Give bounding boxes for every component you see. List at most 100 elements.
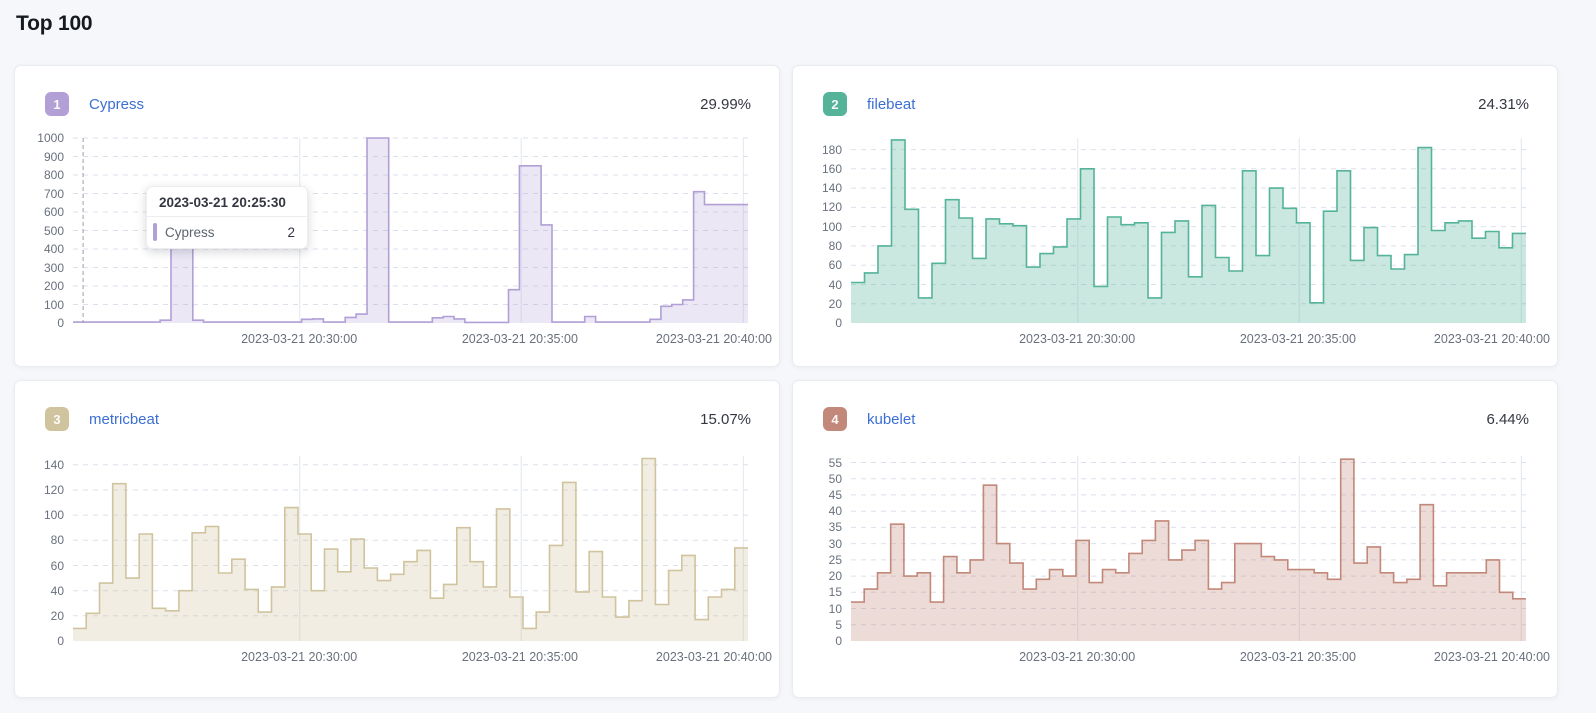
chart-canvas[interactable] bbox=[851, 138, 1526, 323]
y-tick-label: 55 bbox=[828, 455, 842, 470]
panels-grid: 1 Cypress 29.99% 0 100 200 300 400 500 600 700 8… bbox=[14, 65, 1558, 698]
y-tick-label: 900 bbox=[43, 149, 64, 164]
chart-canvas[interactable] bbox=[851, 456, 1526, 641]
doc-percent-value: 6.44% bbox=[1486, 410, 1529, 428]
area-fill bbox=[73, 458, 748, 641]
y-tick-label: 0 bbox=[835, 316, 842, 330]
y-tick-label: 20 bbox=[828, 569, 842, 584]
doc-percent-value: 29.99% bbox=[700, 95, 751, 113]
y-axis: 0 100 200 300 400 500 600 700 800 900 1000 bbox=[29, 131, 73, 330]
tooltip-series-value: 2 bbox=[287, 224, 295, 240]
y-tick-label: 80 bbox=[828, 238, 842, 253]
y-tick-label: 100 bbox=[821, 219, 842, 234]
doc-percent-value: 15.07% bbox=[700, 410, 751, 428]
y-tick-label: 5 bbox=[835, 617, 842, 632]
tooltip-series-label: Cypress bbox=[165, 224, 215, 240]
chart-area: 0 20 40 60 80 100 120 140 2023-03-21 20:30:00 20… bbox=[29, 456, 772, 668]
series-name-link[interactable]: filebeat bbox=[867, 95, 916, 113]
chart-canvas[interactable] bbox=[73, 137, 748, 324]
rank-badge: 2 bbox=[823, 92, 847, 116]
y-tick-label: 40 bbox=[828, 504, 842, 519]
x-axis-label: 2023-03-21 20:30:00 bbox=[241, 650, 358, 664]
y-tick-label: 20 bbox=[50, 608, 64, 623]
y-tick-label: 40 bbox=[828, 277, 842, 292]
y-tick-label: 120 bbox=[43, 483, 64, 497]
y-tick-label: 30 bbox=[828, 536, 842, 551]
y-tick-label: 180 bbox=[821, 142, 842, 157]
tooltip-series-swatch bbox=[153, 223, 157, 241]
panel-header: 1 Cypress 29.99% bbox=[45, 92, 751, 116]
y-tick-label: 120 bbox=[821, 200, 842, 215]
y-tick-label: 35 bbox=[828, 520, 842, 535]
rank-badge: 3 bbox=[45, 407, 69, 431]
tooltip-timestamp: 2023-03-21 20:25:30 bbox=[147, 187, 307, 217]
y-tick-label: 15 bbox=[828, 585, 842, 600]
chart-plot[interactable] bbox=[851, 456, 1526, 641]
chart-area: 0 100 200 300 400 500 600 700 800 900 1000 2023-03… bbox=[29, 131, 772, 350]
area-outline bbox=[73, 137, 748, 324]
chart-canvas[interactable] bbox=[73, 456, 748, 641]
y-axis: 0 5 10 15 20 25 30 35 40 45 50 55 bbox=[807, 455, 851, 649]
rank-badge: 1 bbox=[45, 92, 69, 116]
chart-panel-Cypress: 1 Cypress 29.99% 0 100 200 300 400 500 600 700 8… bbox=[14, 65, 780, 367]
x-axis: 2023-03-21 20:30:00 2023-03-21 20:35:00 20… bbox=[851, 332, 1550, 350]
y-tick-label: 700 bbox=[43, 186, 64, 201]
area-outline bbox=[851, 458, 1526, 603]
panel-header: 4 kubelet 6.44% bbox=[823, 407, 1529, 431]
chart-plot[interactable]: 2023-03-21 20:25:30 Cypress 2 bbox=[73, 137, 748, 324]
y-tick-label: 600 bbox=[43, 205, 64, 219]
y-tick-label: 20 bbox=[828, 296, 842, 311]
x-axis: 2023-03-21 20:30:00 2023-03-21 20:35:00 20… bbox=[73, 650, 772, 668]
x-axis-label: 2023-03-21 20:35:00 bbox=[461, 650, 578, 664]
area-outline bbox=[73, 457, 748, 630]
y-tick-label: 500 bbox=[43, 223, 64, 238]
chart-area: 0 20 40 60 80 100 120 140 160 180 2023-03-21 20:3… bbox=[807, 138, 1550, 350]
y-tick-label: 140 bbox=[43, 457, 64, 472]
y-tick-label: 100 bbox=[43, 297, 64, 312]
chart-area: 0 5 10 15 20 25 30 35 40 45 50 55 2023-03-21 20:30:… bbox=[807, 455, 1550, 668]
y-tick-label: 200 bbox=[43, 279, 64, 293]
tooltip-series-row: Cypress 2 bbox=[147, 217, 307, 248]
y-tick-label: 0 bbox=[835, 634, 842, 648]
y-tick-label: 100 bbox=[43, 508, 64, 523]
x-axis-label: 2023-03-21 20:30:00 bbox=[241, 332, 358, 346]
y-tick-label: 0 bbox=[57, 634, 64, 648]
y-tick-label: 300 bbox=[43, 260, 64, 275]
chart-panel-kubelet: 4 kubelet 6.44% 0 5 10 15 20 25 30 35 40 45 50 55 2… bbox=[792, 380, 1558, 698]
y-tick-label: 60 bbox=[828, 258, 842, 273]
x-axis-label: 2023-03-21 20:30:00 bbox=[1019, 650, 1136, 664]
y-tick-label: 25 bbox=[828, 552, 842, 567]
chart-panel-filebeat: 2 filebeat 24.31% 0 20 40 60 80 100 120 140 160 1… bbox=[792, 65, 1558, 367]
y-axis: 0 20 40 60 80 100 120 140 bbox=[29, 456, 73, 648]
series-name-link[interactable]: Cypress bbox=[89, 95, 145, 113]
chart-tooltip: 2023-03-21 20:25:30 Cypress 2 bbox=[146, 186, 308, 249]
y-tick-label: 400 bbox=[43, 242, 64, 256]
chart-plot[interactable] bbox=[851, 138, 1526, 323]
y-tick-label: 160 bbox=[821, 161, 842, 176]
x-axis: 2023-03-21 20:30:00 2023-03-21 20:35:00 20… bbox=[851, 650, 1550, 668]
area-outline bbox=[851, 139, 1526, 304]
y-tick-label: 50 bbox=[828, 471, 842, 486]
series-name-link[interactable]: metricbeat bbox=[89, 410, 160, 428]
x-axis: 2023-03-21 20:30:00 2023-03-21 20:35:00 20… bbox=[73, 332, 772, 350]
x-axis-label: 2023-03-21 20:40:00 bbox=[1433, 650, 1550, 664]
panel-header: 2 filebeat 24.31% bbox=[823, 92, 1529, 116]
y-tick-label: 140 bbox=[821, 181, 842, 196]
x-axis-label: 2023-03-21 20:40:00 bbox=[655, 332, 772, 346]
y-tick-label: 60 bbox=[50, 558, 64, 573]
series-name-link[interactable]: kubelet bbox=[867, 410, 916, 428]
y-tick-label: 80 bbox=[50, 533, 64, 548]
y-tick-label: 45 bbox=[828, 487, 842, 502]
y-tick-label: 800 bbox=[43, 168, 64, 182]
y-tick-label: 1000 bbox=[37, 131, 64, 145]
y-tick-label: 10 bbox=[828, 601, 842, 616]
chart-plot[interactable] bbox=[73, 456, 748, 641]
x-axis-label: 2023-03-21 20:35:00 bbox=[461, 332, 578, 346]
x-axis-label: 2023-03-21 20:40:00 bbox=[1433, 332, 1550, 346]
page-title: Top 100 bbox=[16, 12, 93, 35]
y-tick-label: 0 bbox=[57, 316, 64, 330]
doc-percent-value: 24.31% bbox=[1478, 95, 1529, 113]
chart-panel-metricbeat: 3 metricbeat 15.07% 0 20 40 60 80 100 120 140 2… bbox=[14, 380, 780, 698]
x-axis-label: 2023-03-21 20:40:00 bbox=[655, 650, 772, 664]
x-axis-label: 2023-03-21 20:35:00 bbox=[1239, 332, 1356, 346]
